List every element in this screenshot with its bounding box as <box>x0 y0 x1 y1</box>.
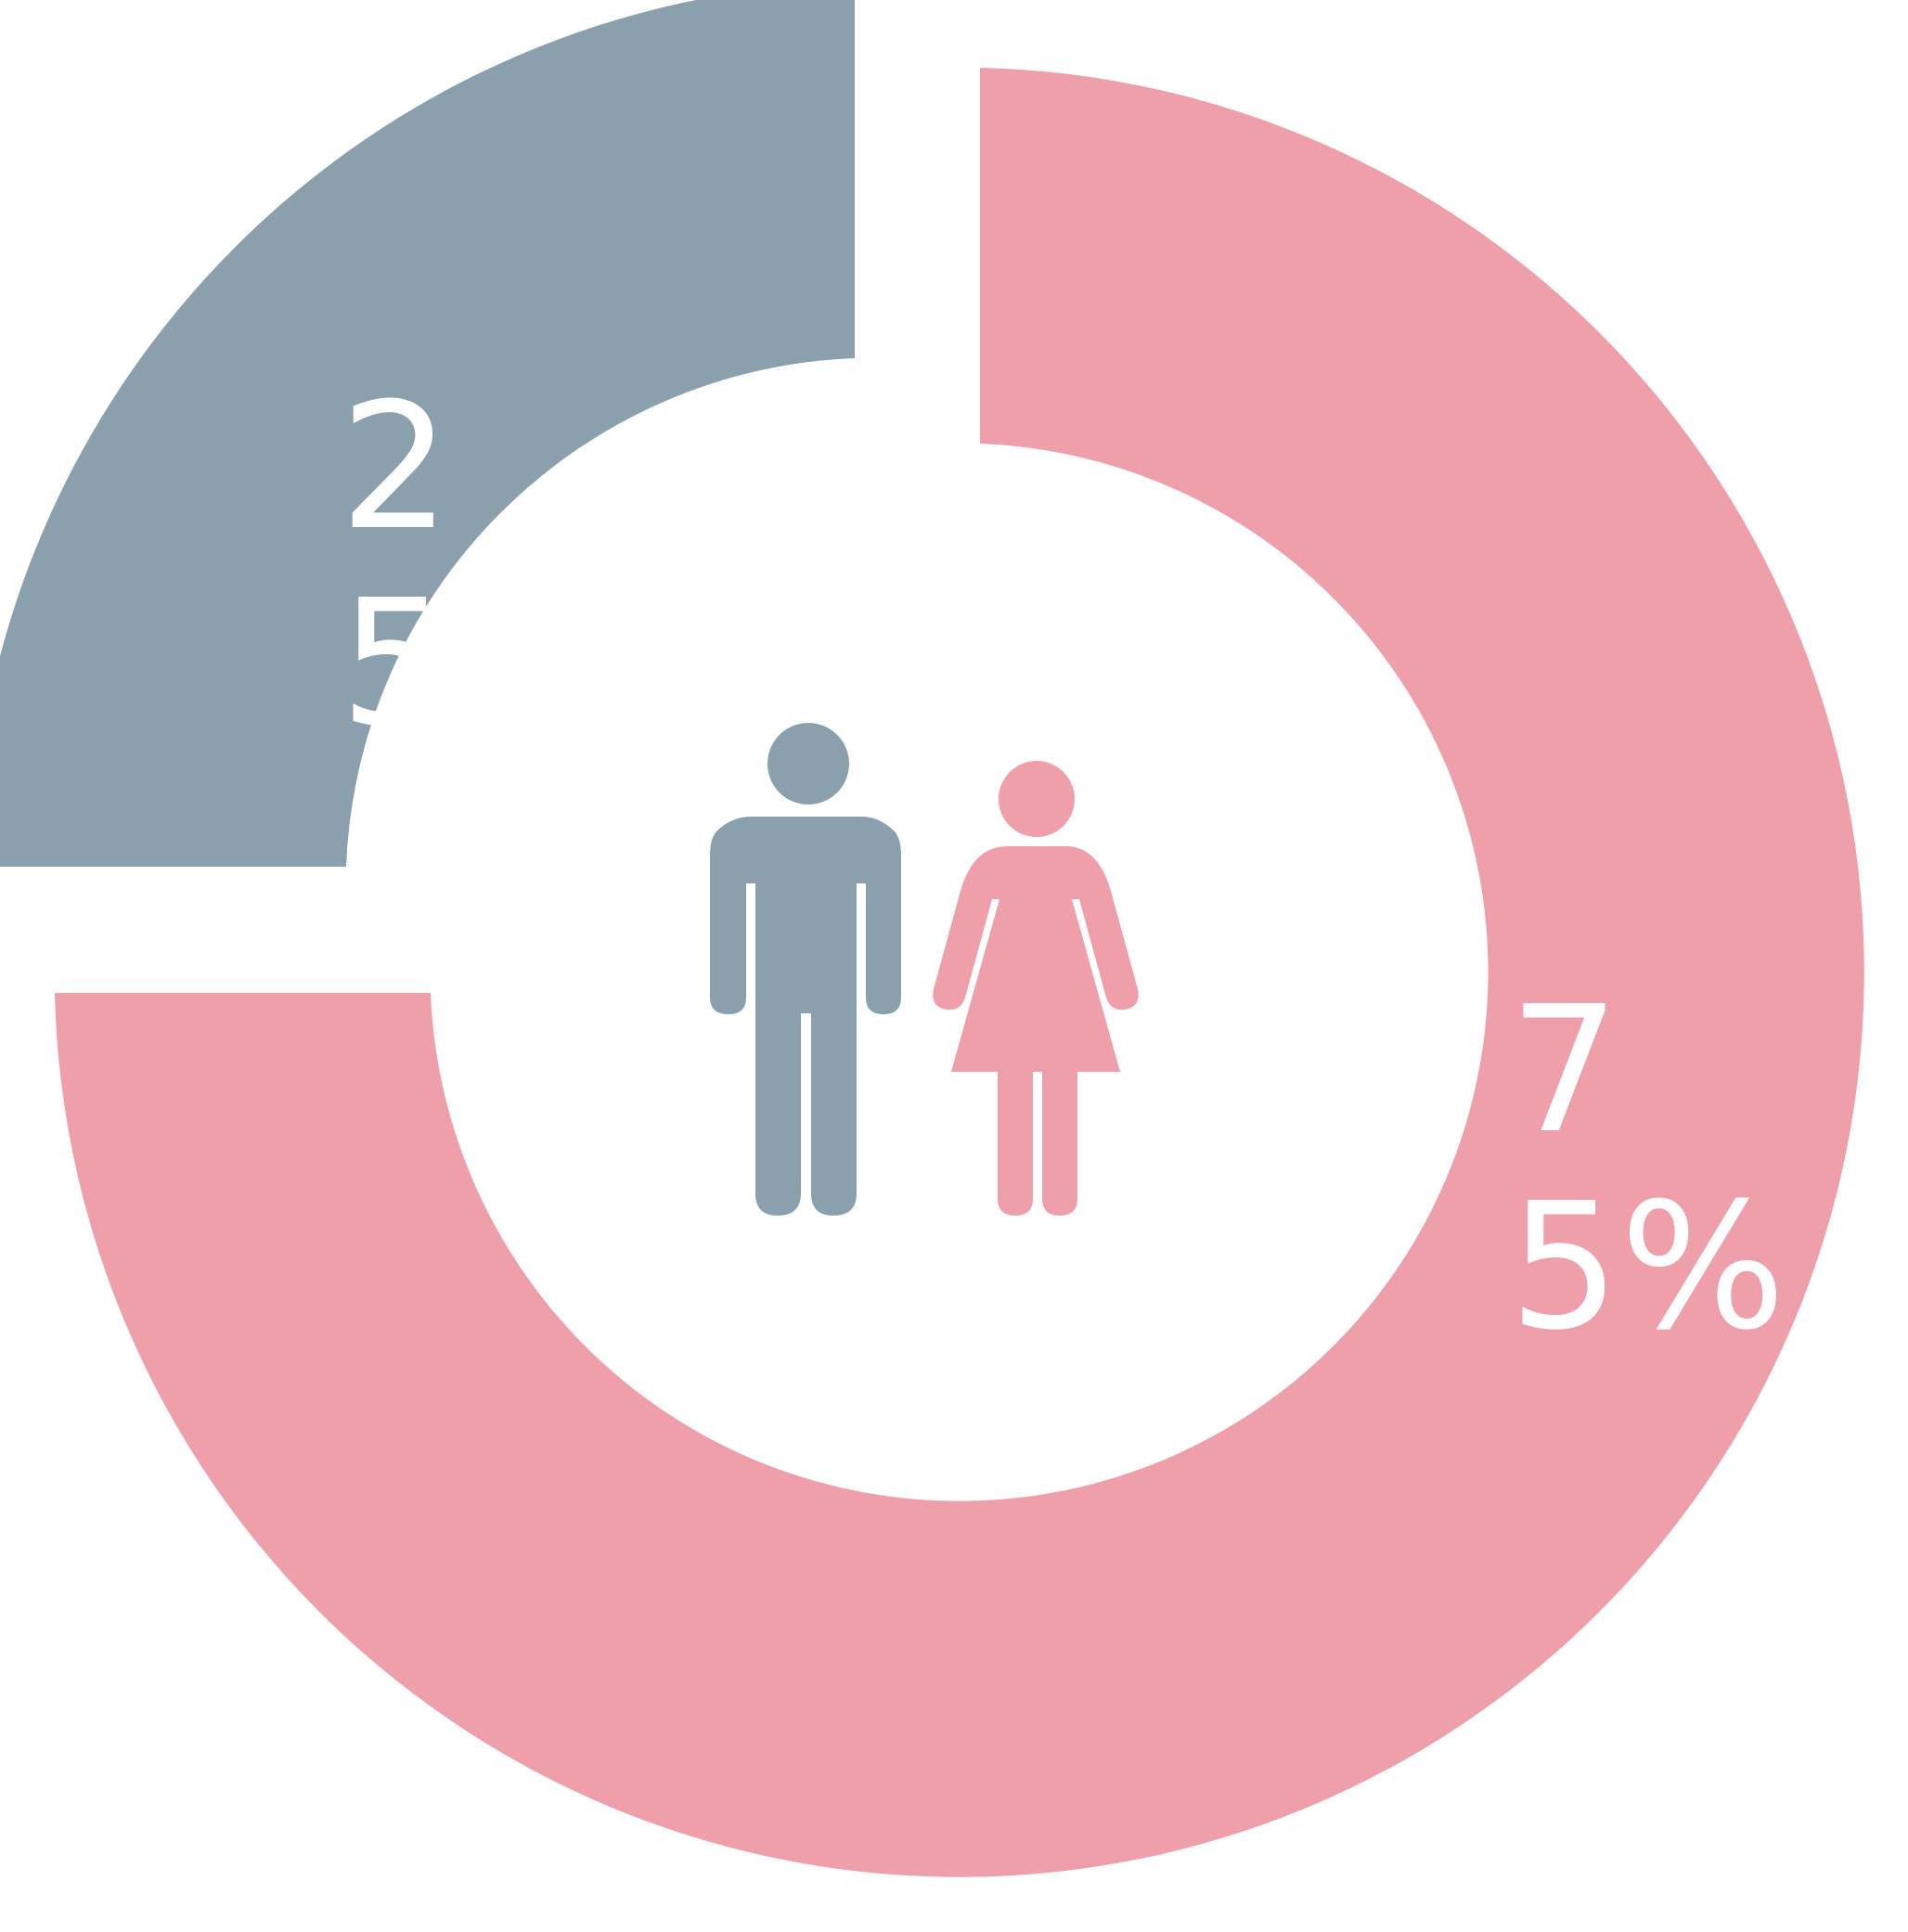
male-slice <box>0 0 855 867</box>
female-figure-icon <box>933 761 1139 1216</box>
female-percentage-label: 75% <box>1509 969 1786 1369</box>
donut-slices <box>0 0 1864 1877</box>
male-percentage-label: 25% <box>340 366 617 766</box>
female-slice <box>55 68 1864 1877</box>
male-figure-icon <box>710 723 901 1216</box>
